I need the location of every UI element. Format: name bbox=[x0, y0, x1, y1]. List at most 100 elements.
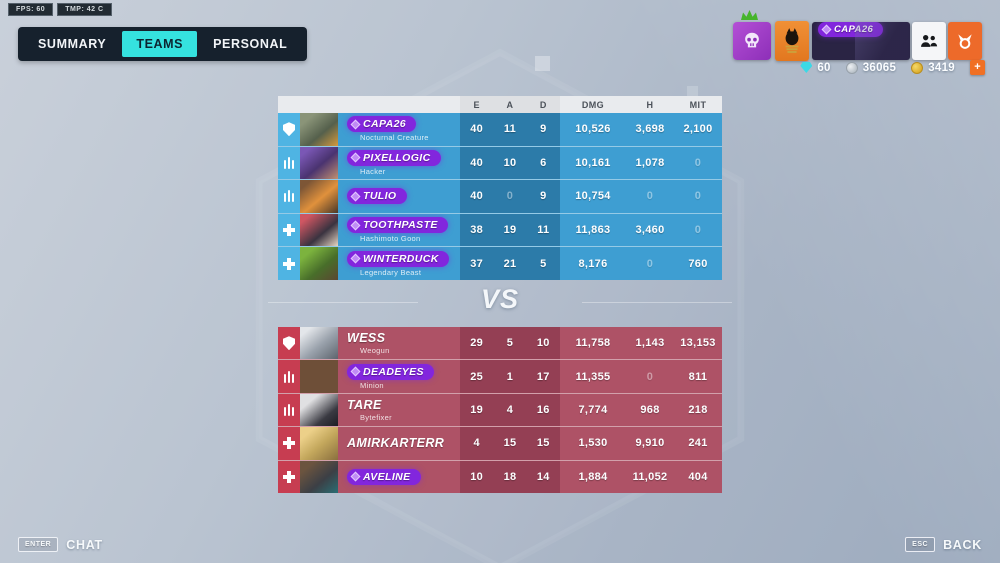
stat-dmg: 1,884 bbox=[578, 470, 608, 483]
stat-e: 4 bbox=[473, 437, 480, 450]
stat-e: 37 bbox=[470, 257, 484, 270]
stat-dmg: 10,754 bbox=[575, 190, 611, 203]
stat-a: 18 bbox=[503, 470, 517, 483]
stat-a: 5 bbox=[506, 337, 514, 350]
hero-portrait bbox=[300, 213, 338, 247]
stat-d: 6 bbox=[540, 156, 547, 169]
stat-dmg: 11,355 bbox=[575, 370, 611, 383]
stat-h: 968 bbox=[640, 404, 660, 417]
stat-e: 38 bbox=[470, 224, 484, 237]
support-icon bbox=[278, 427, 300, 460]
col-assists: A bbox=[506, 99, 514, 110]
player-title: Hashimoto Goon bbox=[360, 234, 421, 244]
group-icon bbox=[921, 35, 938, 47]
stat-a: 11 bbox=[503, 123, 517, 136]
tab-teams[interactable]: TEAMS bbox=[122, 31, 198, 57]
cat-badge[interactable] bbox=[775, 21, 809, 61]
stat-e: 40 bbox=[470, 190, 484, 203]
stat-e: 19 bbox=[470, 404, 484, 417]
player-title: Nocturnal Creature bbox=[360, 133, 429, 143]
endorsement-badge-icon bbox=[821, 24, 832, 35]
coin-icon bbox=[845, 61, 858, 74]
stat-h: 0 bbox=[646, 190, 654, 203]
player-name: CAPA26 bbox=[363, 118, 407, 131]
hero-portrait bbox=[300, 360, 338, 393]
player-avatar[interactable] bbox=[733, 22, 771, 60]
stat-mit: 0 bbox=[694, 156, 702, 169]
player-title: Legendary Beast bbox=[360, 267, 422, 277]
player-name-pill: AVELINE bbox=[347, 468, 421, 485]
add-currency-button[interactable]: + bbox=[970, 60, 985, 75]
stat-a: 1 bbox=[506, 370, 514, 383]
player-name: DEADEYES bbox=[363, 365, 424, 378]
player-name-pill: WINTERDUCK bbox=[347, 250, 449, 267]
hero-portrait bbox=[300, 393, 338, 427]
col-eliminations: E bbox=[473, 99, 480, 110]
credits-value: 3419 bbox=[928, 61, 955, 74]
stat-mit: 218 bbox=[688, 404, 708, 417]
chat-hint[interactable]: ENTER CHAT bbox=[18, 537, 103, 552]
background-square bbox=[535, 56, 550, 71]
stat-dmg: 10,161 bbox=[575, 156, 611, 169]
endorsement-badge-icon bbox=[350, 220, 361, 231]
player-name: TARE bbox=[347, 398, 382, 413]
table-row: TARE Bytefixer 19 4 16 7,774 968 218 bbox=[278, 392, 722, 427]
stat-mit: 404 bbox=[688, 470, 708, 483]
table-row: TULIO 40 0 9 10,754 0 0 bbox=[278, 179, 722, 213]
endorsement-badge-icon bbox=[350, 191, 361, 202]
enter-keycap: ENTER bbox=[18, 537, 59, 552]
challenges-button[interactable] bbox=[948, 22, 982, 60]
player-name: AMIRKARTERR bbox=[347, 436, 445, 451]
hero-portrait bbox=[300, 327, 338, 360]
hero-portrait bbox=[300, 180, 338, 213]
stat-e: 10 bbox=[470, 470, 484, 483]
credit-icon bbox=[911, 61, 924, 74]
cat-icon bbox=[785, 28, 799, 53]
stat-dmg: 11,863 bbox=[575, 224, 611, 237]
tab-summary[interactable]: SUMMARY bbox=[38, 37, 107, 51]
social-button[interactable] bbox=[912, 22, 946, 60]
crown-icon bbox=[741, 10, 758, 20]
stat-e: 25 bbox=[470, 370, 484, 383]
player-card-banner[interactable]: CAPA26 bbox=[812, 22, 910, 60]
stat-h: 9,910 bbox=[635, 437, 665, 450]
damage-icon bbox=[278, 146, 300, 180]
gem-icon bbox=[800, 62, 813, 73]
stat-d: 15 bbox=[536, 437, 550, 450]
table-row: DEADEYES Minion 25 1 17 11,355 0 811 bbox=[278, 359, 722, 393]
skull-icon bbox=[745, 32, 759, 48]
stat-dmg: 1,530 bbox=[578, 437, 608, 450]
player-name-pill: CAPA26 bbox=[347, 116, 417, 133]
stat-d: 11 bbox=[537, 224, 550, 237]
tank-icon bbox=[278, 113, 300, 146]
support-icon bbox=[278, 460, 300, 494]
back-hint[interactable]: ESC BACK bbox=[905, 537, 982, 552]
player-name: TOOTHPASTE bbox=[363, 219, 438, 232]
red-team-table: WESS Weogun 29 5 10 11,758 1,143 13,153 DE… bbox=[278, 327, 722, 494]
table-row: TOOTHPASTE Hashimoto Goon 38 19 11 11,863 … bbox=[278, 212, 722, 247]
player-name-pill: PIXELLOGIC bbox=[347, 149, 441, 166]
back-label: BACK bbox=[943, 537, 982, 552]
hero-portrait bbox=[300, 247, 338, 280]
damage-icon bbox=[278, 393, 300, 427]
table-header: E A D DMG H MIT bbox=[278, 96, 722, 113]
gems-value: 60 bbox=[817, 61, 831, 74]
player-name: AVELINE bbox=[363, 470, 411, 483]
stat-a: 10 bbox=[503, 156, 517, 169]
table-row: CAPA26 Nocturnal Creature 40 11 9 10,526 3… bbox=[278, 113, 722, 146]
tab-personal[interactable]: PERSONAL bbox=[213, 37, 288, 51]
background-hexagon bbox=[255, 48, 745, 563]
stat-mit: 0 bbox=[694, 190, 702, 203]
table-row: AVELINE 10 18 14 1,884 11,052 404 bbox=[278, 459, 722, 494]
credits-counter: 3419 bbox=[911, 61, 955, 74]
stat-e: 29 bbox=[470, 337, 484, 350]
stat-a: 15 bbox=[503, 437, 517, 450]
stat-a: 19 bbox=[503, 224, 517, 237]
performance-hud: FPS: 60 TMP: 42 C bbox=[8, 3, 112, 16]
blue-team-table: E A D DMG H MIT CAPA26 Nocturnal Creatur… bbox=[278, 96, 722, 280]
player-name: WINTERDUCK bbox=[363, 252, 439, 265]
stat-mit: 0 bbox=[694, 224, 702, 237]
endorsement-badge-icon bbox=[350, 119, 361, 130]
stat-d: 14 bbox=[536, 470, 550, 483]
table-row: PIXELLOGIC Hacker 40 10 6 10,161 1,078 0 bbox=[278, 145, 722, 180]
